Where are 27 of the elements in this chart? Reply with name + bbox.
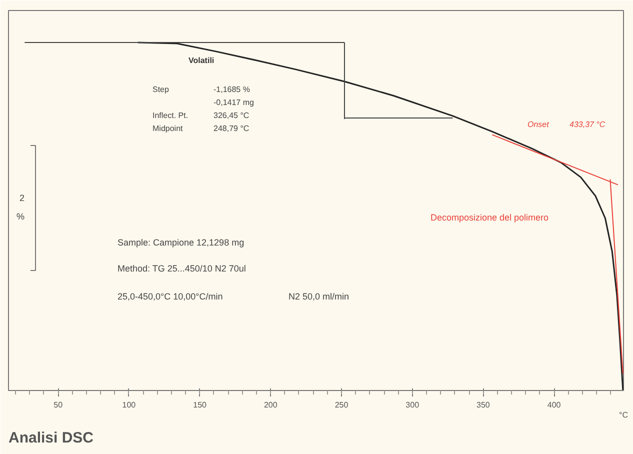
annotation: Decomposizione del polimero [430, 212, 549, 222]
x-tick-label: 200 [264, 400, 278, 410]
x-tick-label: 350 [476, 400, 490, 410]
x-tick-label: 50 [54, 400, 64, 410]
x-tick-label: 100 [122, 400, 136, 410]
x-axis-title: °C [619, 410, 628, 420]
annotation: 433,37 °C [570, 120, 606, 129]
x-tick-label: 400 [547, 400, 562, 410]
annotation: 2 [20, 193, 25, 203]
annotation: Inflect. Pt. [152, 111, 188, 120]
annotation: -0,1417 mg [214, 98, 254, 107]
text: Analisi DSC [8, 430, 94, 446]
annotation: Volatili [188, 56, 214, 65]
annotation: % [16, 212, 25, 222]
annotation: Midpoint [152, 124, 184, 133]
x-tick-label: 250 [334, 400, 349, 410]
x-tick-label: 150 [193, 400, 208, 410]
annotation: Step [152, 85, 170, 94]
annotation: Sample: Campione 12,1298 mg [118, 238, 244, 248]
annotation: Onset [528, 120, 550, 129]
annotation: 25,0-450,0°C 10,00°C/min [118, 292, 223, 302]
annotation: N2 50,0 ml/min [288, 292, 350, 302]
annotation: Method: TG 25...450/10 N2 70ul [118, 264, 246, 274]
annotation: 248,79 °C [214, 124, 250, 133]
x-tick-label: 300 [406, 400, 420, 410]
annotation: 326,45 °C [214, 111, 250, 120]
annotation: -1,1685 % [214, 85, 250, 94]
